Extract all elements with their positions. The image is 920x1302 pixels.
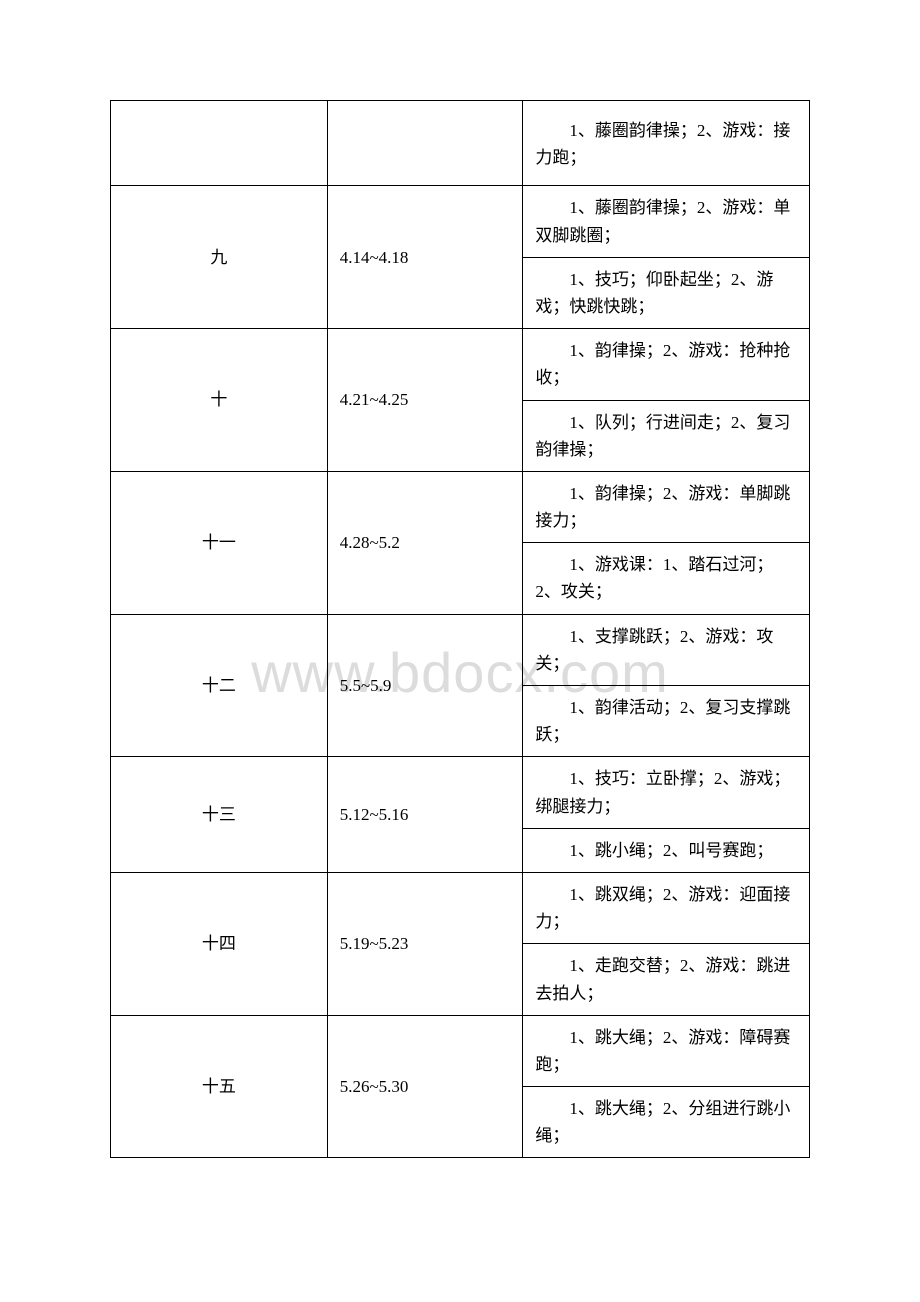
week-cell	[111, 101, 328, 186]
content-cell: 1、技巧：立卧撑；2、游戏；绑腿接力；	[523, 757, 810, 828]
content-cell: 1、走跑交替；2、游戏：跳进去拍人；	[523, 944, 810, 1015]
content-cell: 1、韵律操；2、游戏：单脚跳接力；	[523, 471, 810, 542]
week-cell: 九	[111, 186, 328, 329]
content-cell: 1、跳大绳；2、游戏：障碍赛跑；	[523, 1015, 810, 1086]
date-cell: 5.5~5.9	[327, 614, 523, 757]
date-cell: 5.12~5.16	[327, 757, 523, 873]
week-cell: 十二	[111, 614, 328, 757]
schedule-table-body: 1、藤圈韵律操；2、游戏：接力跑； 九 4.14~4.18 1、藤圈韵律操；2、…	[111, 101, 810, 1158]
week-cell: 十三	[111, 757, 328, 873]
content-cell: 1、藤圈韵律操；2、游戏：接力跑；	[523, 101, 810, 186]
week-cell: 十一	[111, 471, 328, 614]
content-cell: 1、跳小绳；2、叫号赛跑；	[523, 828, 810, 872]
schedule-table: 1、藤圈韵律操；2、游戏：接力跑； 九 4.14~4.18 1、藤圈韵律操；2、…	[110, 100, 810, 1158]
date-cell: 5.26~5.30	[327, 1015, 523, 1158]
table-row: 十一 4.28~5.2 1、韵律操；2、游戏：单脚跳接力；	[111, 471, 810, 542]
date-cell	[327, 101, 523, 186]
date-cell: 4.14~4.18	[327, 186, 523, 329]
date-cell: 5.19~5.23	[327, 872, 523, 1015]
content-cell: 1、游戏课：1、踏石过河；2、攻关；	[523, 543, 810, 614]
content-cell: 1、韵律操；2、游戏：抢种抢收；	[523, 329, 810, 400]
content-cell: 1、跳大绳；2、分组进行跳小绳；	[523, 1087, 810, 1158]
table-row: 十 4.21~4.25 1、韵律操；2、游戏：抢种抢收；	[111, 329, 810, 400]
table-row: 十三 5.12~5.16 1、技巧：立卧撑；2、游戏；绑腿接力；	[111, 757, 810, 828]
table-row: 九 4.14~4.18 1、藤圈韵律操；2、游戏：单双脚跳圈；	[111, 186, 810, 257]
date-cell: 4.21~4.25	[327, 329, 523, 472]
week-cell: 十五	[111, 1015, 328, 1158]
week-cell: 十四	[111, 872, 328, 1015]
table-row: 1、藤圈韵律操；2、游戏：接力跑；	[111, 101, 810, 186]
table-row: 十五 5.26~5.30 1、跳大绳；2、游戏：障碍赛跑；	[111, 1015, 810, 1086]
table-row: 十二 5.5~5.9 1、支撑跳跃；2、游戏：攻关；	[111, 614, 810, 685]
content-cell: 1、支撑跳跃；2、游戏：攻关；	[523, 614, 810, 685]
content-cell: 1、韵律活动；2、复习支撑跳跃；	[523, 686, 810, 757]
date-cell: 4.28~5.2	[327, 471, 523, 614]
week-cell: 十	[111, 329, 328, 472]
schedule-table-wrapper: 1、藤圈韵律操；2、游戏：接力跑； 九 4.14~4.18 1、藤圈韵律操；2、…	[110, 100, 810, 1158]
content-cell: 1、跳双绳；2、游戏：迎面接力；	[523, 872, 810, 943]
table-row: 十四 5.19~5.23 1、跳双绳；2、游戏：迎面接力；	[111, 872, 810, 943]
content-cell: 1、队列；行进间走；2、复习韵律操；	[523, 400, 810, 471]
content-cell: 1、藤圈韵律操；2、游戏：单双脚跳圈；	[523, 186, 810, 257]
content-cell: 1、技巧；仰卧起坐；2、游戏；快跳快跳；	[523, 257, 810, 328]
